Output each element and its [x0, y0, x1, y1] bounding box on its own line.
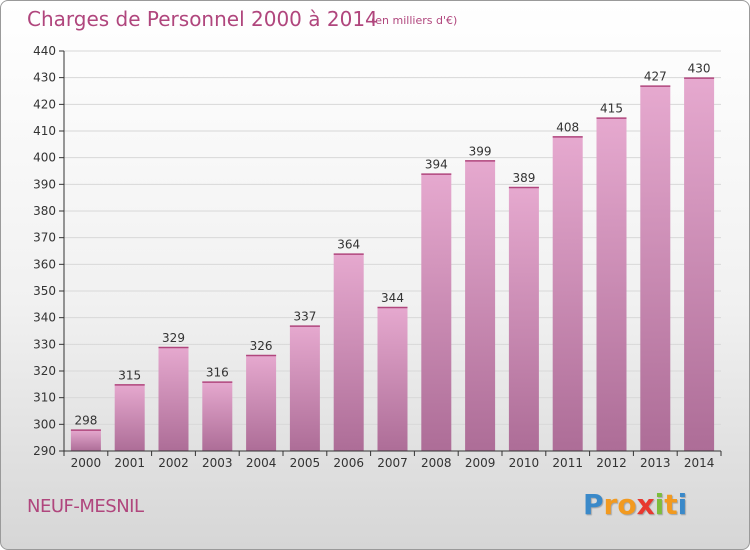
bar-value-label: 389: [512, 171, 535, 185]
y-tick-label: 420: [33, 97, 56, 111]
x-tick-label: 2001: [114, 456, 145, 470]
labels: 290 300 310 320 330 340 350 360 370 380 390 400 410 4…: [33, 44, 714, 470]
y-tick-label: 290: [33, 444, 56, 458]
y-tick-label: 410: [33, 124, 56, 138]
logo-letter: o: [617, 488, 637, 521]
bar-value-label: 408: [556, 120, 579, 134]
x-tick-label: 2012: [596, 456, 627, 470]
bars: [70, 77, 715, 452]
y-tick-label: 390: [33, 177, 56, 191]
bar: [377, 307, 408, 451]
chart-unit-label: (en milliers d'€): [371, 14, 458, 27]
bar: [70, 429, 101, 451]
bar-value-label: 298: [74, 414, 97, 428]
y-tick-label: 320: [33, 364, 56, 378]
axes: [59, 50, 722, 456]
bar-value-label: 329: [162, 331, 185, 345]
y-tick-label: 340: [33, 311, 56, 325]
x-tick-label: 2005: [290, 456, 321, 470]
bar-value-label: 364: [337, 238, 360, 252]
y-tick-label: 400: [33, 151, 56, 165]
bar-value-label: 315: [118, 368, 141, 382]
bar-value-label: 415: [600, 102, 623, 116]
bar: [552, 136, 583, 452]
bar-value-label: 316: [206, 366, 229, 380]
bar-value-label: 427: [644, 70, 667, 84]
x-tick-label: 2003: [202, 456, 233, 470]
y-tick-label: 430: [33, 71, 56, 85]
x-tick-label: 2002: [158, 456, 189, 470]
logo-letter: r: [603, 488, 618, 521]
logo-letter: i: [654, 488, 665, 521]
logo-letter: t: [664, 488, 678, 521]
x-tick-label: 2009: [465, 456, 496, 470]
bar-value-label: 337: [293, 310, 316, 324]
bar-value-label: 430: [688, 62, 711, 76]
x-tick-label: 2013: [640, 456, 671, 470]
bar: [202, 381, 233, 451]
logo-letter: x: [636, 488, 655, 521]
x-tick-label: 2006: [333, 456, 364, 470]
x-tick-label: 2007: [377, 456, 408, 470]
x-tick-label: 2014: [684, 456, 715, 470]
y-tick-label: 380: [33, 204, 56, 218]
bar-value-label: 344: [381, 291, 404, 305]
bar: [246, 355, 277, 451]
y-tick-label: 360: [33, 257, 56, 271]
bar: [421, 173, 452, 451]
proxiti-logo: Proxiti: [583, 488, 687, 521]
bar: [640, 85, 671, 452]
y-tick-label: 310: [33, 391, 56, 405]
bar: [596, 117, 627, 452]
bar: [684, 77, 715, 452]
y-tick-label: 350: [33, 284, 56, 298]
logo-letter: i: [677, 488, 688, 521]
bar-value-label: 399: [469, 144, 492, 158]
logo-letter: P: [583, 488, 604, 521]
bar: [158, 347, 189, 451]
bar-value-label: 326: [250, 339, 273, 353]
bar: [289, 325, 320, 451]
y-tick-label: 330: [33, 337, 56, 351]
bar: [465, 160, 496, 452]
x-tick-label: 2011: [552, 456, 583, 470]
bar: [508, 187, 539, 451]
bar: [333, 253, 364, 451]
x-tick-label: 2010: [509, 456, 540, 470]
x-tick-label: 2008: [421, 456, 452, 470]
x-tick-label: 2004: [246, 456, 277, 470]
y-tick-label: 300: [33, 417, 56, 431]
y-tick-label: 370: [33, 231, 56, 245]
bar-value-label: 394: [425, 158, 448, 172]
chart-title: Charges de Personnel 2000 à 2014: [27, 7, 378, 31]
commune-name: NEUF-MESNIL: [27, 496, 144, 517]
x-tick-label: 2000: [71, 456, 102, 470]
y-tick-label: 440: [33, 44, 56, 58]
bar: [114, 384, 145, 451]
